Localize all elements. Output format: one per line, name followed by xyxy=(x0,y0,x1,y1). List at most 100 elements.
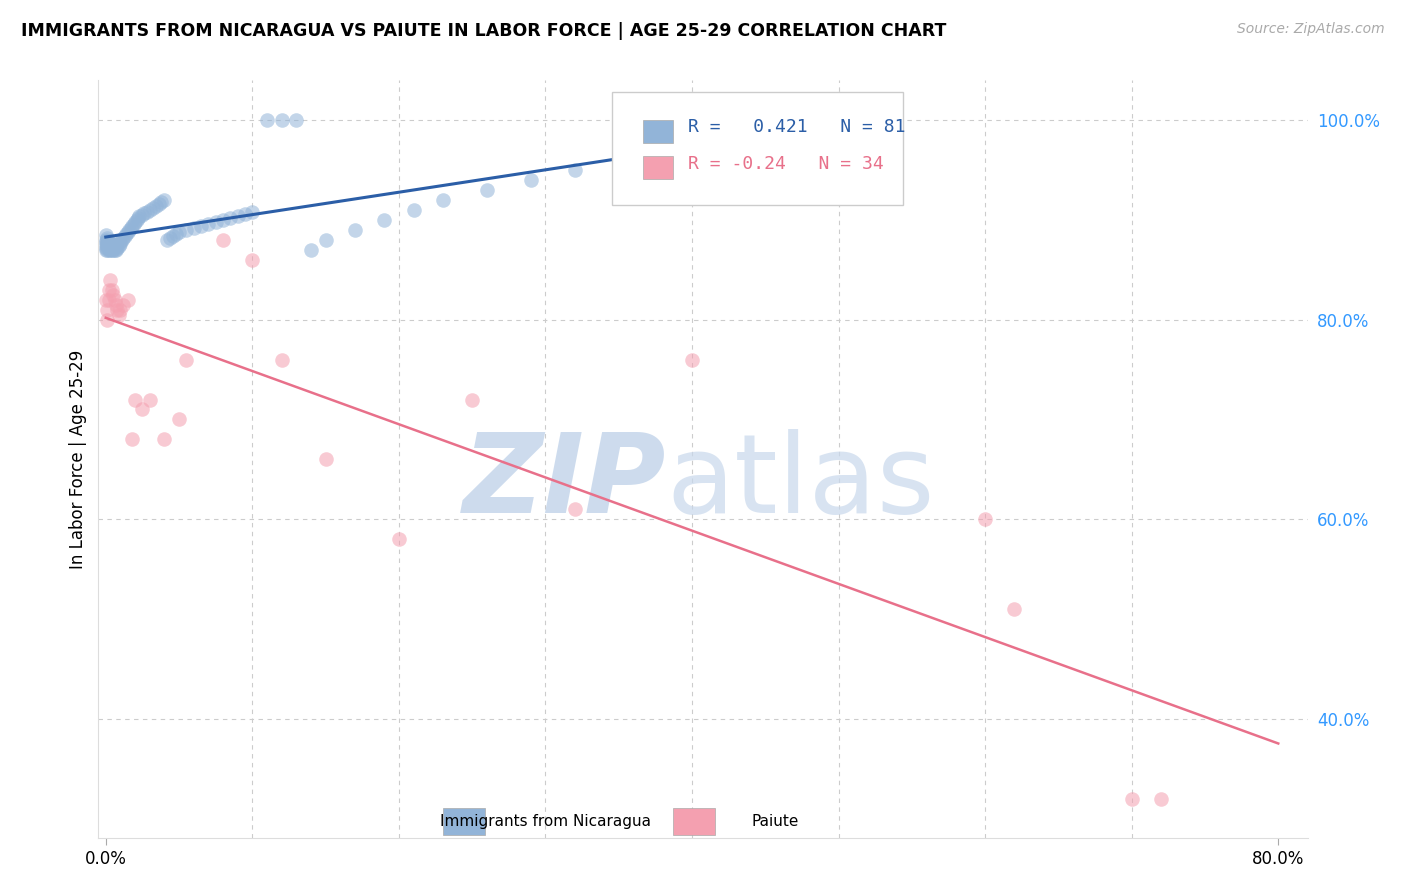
Point xyxy=(233,207,256,221)
Point xyxy=(138,392,160,407)
Point xyxy=(118,223,141,237)
Point xyxy=(162,228,184,243)
Point xyxy=(103,238,125,252)
Point xyxy=(153,193,176,207)
Point xyxy=(94,238,117,252)
Point xyxy=(98,243,121,257)
Point xyxy=(138,202,160,217)
Point xyxy=(1150,791,1173,805)
Point xyxy=(285,113,308,128)
Point xyxy=(110,302,132,317)
Point xyxy=(373,213,395,227)
Point xyxy=(101,243,124,257)
Point xyxy=(105,238,128,252)
Point xyxy=(212,213,235,227)
Point xyxy=(94,227,117,242)
Point xyxy=(97,283,120,297)
FancyBboxPatch shape xyxy=(643,120,673,144)
Point xyxy=(117,225,139,239)
Point xyxy=(108,308,131,322)
Point xyxy=(115,227,138,241)
Point xyxy=(100,236,122,251)
Point xyxy=(122,217,145,231)
Point xyxy=(1121,791,1143,805)
Point xyxy=(167,225,190,239)
Point xyxy=(98,273,121,287)
Point xyxy=(125,213,148,227)
Point xyxy=(132,206,155,220)
Point xyxy=(127,211,149,225)
Point xyxy=(432,193,454,207)
Point xyxy=(135,205,157,219)
Point xyxy=(111,233,134,247)
Point xyxy=(167,412,190,426)
Point xyxy=(101,238,124,252)
Point xyxy=(98,236,121,251)
Point xyxy=(388,532,411,546)
Point xyxy=(114,228,136,243)
Point xyxy=(183,221,205,235)
Point xyxy=(343,223,366,237)
Point xyxy=(96,243,118,257)
Point xyxy=(121,433,143,447)
Point xyxy=(96,302,118,317)
Text: Immigrants from Nicaragua: Immigrants from Nicaragua xyxy=(440,814,651,830)
FancyBboxPatch shape xyxy=(643,156,673,178)
Point xyxy=(120,221,142,235)
Text: ZIP: ZIP xyxy=(463,429,666,535)
Text: IMMIGRANTS FROM NICARAGUA VS PAIUTE IN LABOR FORCE | AGE 25-29 CORRELATION CHART: IMMIGRANTS FROM NICARAGUA VS PAIUTE IN L… xyxy=(21,22,946,40)
Point xyxy=(103,243,125,257)
Point xyxy=(256,113,278,128)
Point xyxy=(94,241,117,255)
Point xyxy=(190,219,212,233)
Point xyxy=(131,208,153,222)
Point xyxy=(142,201,165,215)
Point xyxy=(212,233,235,247)
Point xyxy=(103,293,125,307)
Point xyxy=(97,234,120,248)
Point xyxy=(117,293,139,307)
Point xyxy=(112,298,135,312)
FancyBboxPatch shape xyxy=(613,92,903,205)
Point xyxy=(165,227,187,241)
Point xyxy=(107,302,129,317)
Point xyxy=(159,231,181,245)
Point xyxy=(96,312,118,326)
Point xyxy=(475,183,498,197)
Point xyxy=(270,113,292,128)
Point xyxy=(564,163,586,178)
Point xyxy=(105,243,128,257)
Text: Source: ZipAtlas.com: Source: ZipAtlas.com xyxy=(1237,22,1385,37)
Point xyxy=(145,199,167,213)
Point xyxy=(156,233,179,247)
Point xyxy=(520,173,543,187)
Point xyxy=(974,512,997,526)
Point xyxy=(299,243,322,257)
Point xyxy=(97,293,120,307)
Point xyxy=(97,243,120,257)
Point xyxy=(100,283,122,297)
Y-axis label: In Labor Force | Age 25-29: In Labor Force | Age 25-29 xyxy=(69,350,87,569)
Point xyxy=(150,194,173,209)
Point xyxy=(270,352,292,367)
Point xyxy=(94,293,117,307)
Point xyxy=(124,392,146,407)
Point xyxy=(96,236,118,251)
Point xyxy=(96,234,118,248)
FancyBboxPatch shape xyxy=(672,808,716,836)
Point xyxy=(110,236,132,251)
FancyBboxPatch shape xyxy=(443,808,485,836)
Point xyxy=(121,219,143,233)
Point xyxy=(124,215,146,229)
Point xyxy=(176,223,198,237)
Point xyxy=(607,153,630,167)
Point xyxy=(94,233,117,247)
Point xyxy=(240,252,263,267)
Point xyxy=(105,298,128,312)
Point xyxy=(100,240,122,254)
Point xyxy=(564,502,586,516)
Text: R = -0.24   N = 34: R = -0.24 N = 34 xyxy=(689,154,884,173)
Point xyxy=(219,211,242,225)
Point xyxy=(315,233,337,247)
Text: atlas: atlas xyxy=(666,429,935,535)
